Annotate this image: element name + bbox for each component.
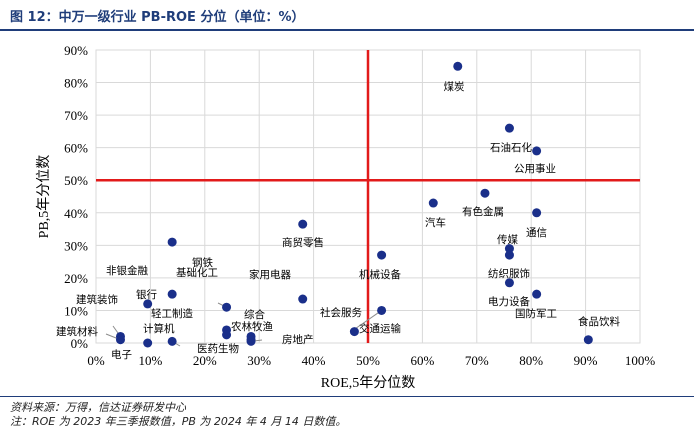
x-tick-label: 20% bbox=[193, 353, 217, 368]
data-label: 农林牧渔 bbox=[231, 320, 273, 333]
x-tick-label: 10% bbox=[138, 353, 162, 368]
x-tick-label: 90% bbox=[574, 353, 598, 368]
data-point bbox=[298, 219, 308, 229]
data-point bbox=[298, 294, 308, 304]
y-tick-label: 10% bbox=[64, 303, 88, 318]
data-label: 石油石化 bbox=[490, 141, 532, 154]
data-label: 电子 bbox=[111, 348, 132, 361]
data-point bbox=[532, 146, 542, 156]
x-tick-label: 40% bbox=[302, 353, 326, 368]
data-label: 钢铁 bbox=[192, 256, 213, 269]
data-label: 汽车 bbox=[425, 216, 446, 229]
footnote: 注：ROE 为 2023 年三季报数值，PB 为 2024 年 4 月 14 日… bbox=[10, 415, 347, 428]
data-label: 电力设备 bbox=[488, 295, 530, 308]
data-point bbox=[143, 338, 153, 348]
y-tick-label: 50% bbox=[64, 173, 88, 188]
data-label: 交通运输 bbox=[359, 322, 401, 335]
title-divider bbox=[0, 29, 694, 31]
data-label: 基础化工 bbox=[176, 266, 218, 279]
data-label: 综合 bbox=[244, 308, 265, 321]
y-tick-label: 20% bbox=[64, 271, 88, 286]
x-axis-title: ROE,5年分位数 bbox=[321, 375, 416, 391]
data-label: 煤炭 bbox=[444, 80, 465, 93]
y-tick-label: 70% bbox=[64, 108, 88, 123]
data-point bbox=[428, 198, 438, 208]
data-label: 机械设备 bbox=[359, 268, 401, 281]
data-label: 食品饮料 bbox=[578, 315, 620, 328]
x-tick-label: 100% bbox=[625, 353, 656, 368]
data-label: 国防军工 bbox=[515, 307, 557, 320]
footer-divider bbox=[0, 396, 694, 397]
source-note: 资料来源：万得，信达证券研发中心 bbox=[10, 401, 186, 414]
data-label: 银行 bbox=[136, 288, 157, 301]
data-label: 商贸零售 bbox=[282, 236, 324, 249]
data-point bbox=[504, 278, 514, 288]
data-label: 传媒 bbox=[497, 233, 518, 246]
data-point bbox=[377, 305, 387, 315]
data-point bbox=[349, 327, 359, 337]
data-label: 轻工制造 bbox=[151, 307, 193, 320]
data-label: 公用事业 bbox=[514, 162, 556, 175]
data-point bbox=[453, 61, 463, 71]
data-label: 社会服务 bbox=[320, 306, 362, 319]
data-label: 通信 bbox=[526, 227, 547, 239]
y-tick-label: 90% bbox=[64, 43, 88, 58]
data-point bbox=[143, 299, 153, 309]
y-tick-label: 0% bbox=[71, 336, 89, 351]
data-point bbox=[504, 123, 514, 133]
x-tick-label: 0% bbox=[87, 353, 105, 368]
y-axis-title: PB,5年分位数 bbox=[36, 155, 52, 239]
x-tick-label: 60% bbox=[410, 353, 434, 368]
data-label: 建筑装饰 bbox=[76, 293, 118, 306]
x-tick-label: 80% bbox=[519, 353, 543, 368]
data-point bbox=[583, 335, 593, 345]
data-point bbox=[222, 330, 232, 340]
y-tick-label: 80% bbox=[64, 76, 88, 91]
data-label: 有色金属 bbox=[462, 205, 504, 218]
leader-line bbox=[351, 310, 382, 332]
data-point bbox=[532, 208, 542, 218]
x-tick-label: 30% bbox=[247, 353, 271, 368]
data-point bbox=[167, 336, 177, 346]
figure-title: 图 12：中万一级行业 PB-ROE 分位（单位：%） bbox=[10, 10, 305, 25]
data-point bbox=[532, 289, 542, 299]
data-point bbox=[115, 335, 125, 345]
data-point bbox=[504, 250, 514, 260]
data-label: 非银金融 bbox=[106, 264, 148, 277]
data-point bbox=[167, 237, 177, 247]
data-label: 家用电器 bbox=[249, 268, 291, 281]
data-point bbox=[246, 335, 256, 345]
data-point bbox=[222, 302, 232, 312]
y-tick-label: 40% bbox=[64, 206, 88, 221]
data-label: 计算机 bbox=[143, 322, 175, 335]
data-label: 房地产 bbox=[282, 333, 314, 346]
data-label: 纺织服饰 bbox=[488, 267, 530, 280]
data-label: 医药生物 bbox=[197, 342, 239, 355]
scatter-chart: 0% 10% 20% 30% 40% 50% 60% 70% 80% 90% 0% 10% 20% 30%… bbox=[36, 43, 656, 391]
data-point bbox=[167, 289, 177, 299]
data-point bbox=[480, 188, 490, 198]
data-point bbox=[377, 250, 387, 260]
y-tick-label: 60% bbox=[64, 141, 88, 156]
x-tick-label: 50% bbox=[356, 353, 380, 368]
data-point bbox=[504, 244, 514, 254]
data-label: 建筑材料 bbox=[56, 325, 98, 338]
y-tick-label: 30% bbox=[64, 238, 88, 253]
x-tick-label: 70% bbox=[465, 353, 489, 368]
